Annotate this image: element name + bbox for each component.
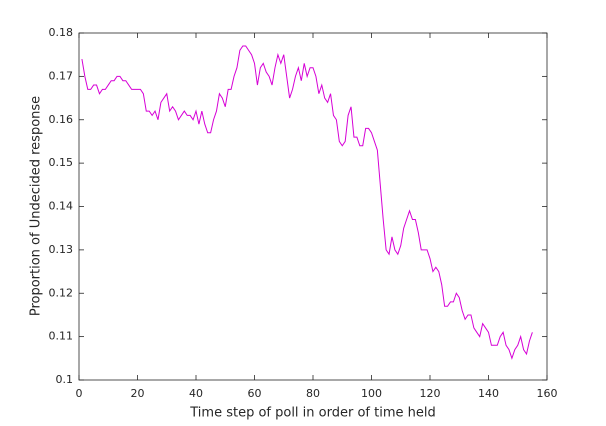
x-tick-label: 140 [478, 387, 499, 400]
x-tick-label: 40 [189, 387, 203, 400]
y-tick-label: 0.16 [49, 113, 74, 126]
y-tick-label: 0.1 [56, 373, 74, 386]
y-tick-label: 0.15 [49, 156, 74, 169]
y-tick-label: 0.18 [49, 26, 74, 39]
y-tick-label: 0.14 [49, 200, 74, 213]
x-tick-label: 60 [248, 387, 262, 400]
axes-box [78, 32, 548, 381]
x-axis-label: Time step of poll in order of time held [189, 406, 435, 421]
data-line [81, 45, 533, 360]
x-tick-label: 80 [306, 387, 320, 400]
x-tick-label: 160 [537, 387, 558, 400]
x-tick-label: 0 [76, 387, 83, 400]
y-tick-label: 0.13 [49, 243, 74, 256]
x-tick-label: 120 [420, 387, 441, 400]
y-axis-label: Proportion of Undecided response [29, 96, 44, 316]
y-tick-label: 0.17 [49, 69, 74, 82]
y-tick-label: 0.11 [49, 330, 74, 343]
x-tick-label: 20 [131, 387, 145, 400]
y-tick-label: 0.12 [49, 286, 74, 299]
x-tick-label: 100 [361, 387, 382, 400]
